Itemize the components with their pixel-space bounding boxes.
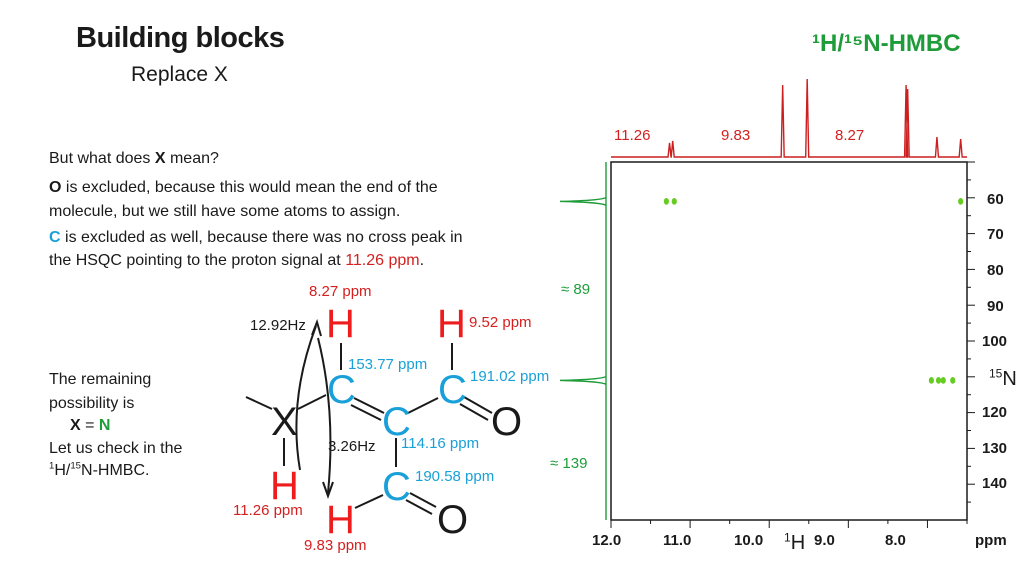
experiment-label: ¹H/¹⁵N-HMBC <box>812 30 961 57</box>
remaining-line-1: The remaining <box>49 371 152 388</box>
proton-label-983: 9.83 <box>721 127 751 144</box>
label-c-15377: 153.77 ppm <box>348 356 428 373</box>
label-h-827: 8.27 ppm <box>309 283 372 300</box>
x-tick-11: 11.0 <box>663 532 692 549</box>
c1-c3-double-bond-a <box>353 397 385 414</box>
question-text: But what does X mean? <box>49 150 219 167</box>
cross-peak <box>950 376 956 384</box>
cross-peak <box>928 376 935 384</box>
o-excluded-line-2: molecule, but we still have some atoms t… <box>49 203 401 220</box>
x-tick-9: 9.0 <box>814 532 835 549</box>
x-c1-bond <box>297 394 327 410</box>
atom-o-aldehyde: O <box>491 400 523 444</box>
remaining-line-2: possibility is <box>49 395 135 412</box>
c4-o-double-bond-b <box>405 499 433 515</box>
y-tick-70: 70 <box>987 226 1004 243</box>
methyl-stub-bond <box>245 396 273 410</box>
label-c-19102: 191.02 ppm <box>470 368 550 385</box>
nitrogen-1d-trace <box>559 162 607 520</box>
nitrogen-label-89: ≈ 89 <box>561 281 591 298</box>
check-line-1: Let us check in the <box>49 440 183 457</box>
label-c-11416: 114.16 ppm <box>401 435 480 452</box>
y-tick-130: 130 <box>982 440 1008 457</box>
y-tick-100: 100 <box>982 333 1008 350</box>
x-axis-label: 1H <box>784 530 806 554</box>
label-h-952: 9.52 ppm <box>469 314 532 331</box>
spectrum-frame <box>610 161 968 521</box>
atom-c-19102: C <box>438 368 467 412</box>
page-title: Building blocks <box>76 22 285 54</box>
atom-c-15377: C <box>327 368 356 412</box>
x-tick-12: 12.0 <box>592 532 622 549</box>
c1-c3-double-bond-b <box>350 404 382 421</box>
c3-c2-bond <box>407 397 439 414</box>
c-excluded-line-1: C is excluded as well, because there was… <box>49 229 463 246</box>
c2-o-double-bond-b <box>459 403 489 421</box>
check-line-2: 1H/15N-HMBC. <box>49 460 150 479</box>
y-tick-60: 60 <box>987 191 1004 208</box>
y-axis-label: 15N <box>989 366 1017 390</box>
cross-peak <box>940 376 946 384</box>
atom-h-952: H <box>437 302 466 346</box>
cross-peak <box>935 376 942 384</box>
coupling-arrowhead-b <box>322 481 334 499</box>
proton-label-1126: 11.26 <box>614 127 651 144</box>
y-tick-120: 120 <box>982 404 1008 421</box>
atom-c-19058: C <box>382 465 411 509</box>
cross-peak <box>671 197 677 205</box>
proton-label-827: 8.27 <box>835 127 865 144</box>
atom-x: X <box>271 400 298 444</box>
c4-h-bond <box>354 494 384 509</box>
coupling-arrow-326 <box>317 337 332 494</box>
atom-c-11416: C <box>382 400 411 444</box>
atom-o-formyl: O <box>437 498 469 542</box>
atom-h-827: H <box>326 302 355 346</box>
nitrogen-label-139: ≈ 139 <box>550 455 588 472</box>
label-h-1126: 11.26 ppm <box>233 502 303 519</box>
x-axis-unit: ppm <box>975 532 1007 549</box>
y-tick-80: 80 <box>987 262 1004 279</box>
c4-o-double-bond-a <box>409 492 437 508</box>
page-subtitle: Replace X <box>131 63 228 86</box>
cross-peak <box>958 197 964 205</box>
x-equals-n: X = N <box>70 417 111 434</box>
c-excluded-line-2: the HSQC pointing to the proton signal a… <box>49 252 425 269</box>
label-j-1292: 12.92Hz <box>250 317 306 334</box>
y-tick-90: 90 <box>987 298 1004 315</box>
coupling-arrowhead-a <box>311 318 322 337</box>
o-excluded-line-1: O is excluded, because this would mean t… <box>49 179 438 196</box>
coupling-arrow-1292 <box>295 325 317 471</box>
label-h-983: 9.83 ppm <box>304 537 367 554</box>
atom-h-1126: H <box>270 464 299 508</box>
label-c-19058: 190.58 ppm <box>415 468 495 485</box>
x-tick-10: 10.0 <box>734 532 764 549</box>
x-tick-8: 8.0 <box>885 532 906 549</box>
y-tick-140: 140 <box>982 475 1008 492</box>
c2-o-double-bond-a <box>463 396 493 414</box>
proton-1d-trace <box>611 78 967 158</box>
label-j-326: 3.26Hz <box>328 438 376 455</box>
atom-h-983: H <box>326 498 355 542</box>
cross-peak <box>663 197 669 205</box>
